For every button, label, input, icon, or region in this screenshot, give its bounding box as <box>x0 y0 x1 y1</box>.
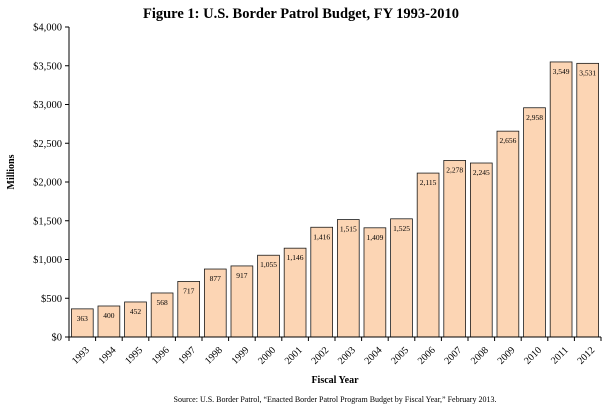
x-axis: 1993 1994 1995 1996 1997 1998 1999 2000 2001 2002… <box>68 336 602 367</box>
bar-value-label: 1,525 <box>393 224 410 233</box>
y-tick-label: $3,000 <box>33 100 62 111</box>
y-tick-label: $2,500 <box>33 139 62 150</box>
y-tick-label: $4,000 <box>33 23 62 34</box>
x-tick-label: 2006 <box>416 345 438 367</box>
bars-group: 363 400 452 568 717 877 917 1,055 1,146 1,416 1,51… <box>70 61 600 338</box>
x-tick-label: 2010 <box>522 345 544 367</box>
x-tick-label: 2001 <box>283 345 305 367</box>
y-tick-label: $2,000 <box>33 178 62 189</box>
x-tick-label: 1997 <box>176 345 198 367</box>
bar <box>496 130 520 338</box>
y-axis: $0 $500 $1,000 $1,500 $2,000 $2,500 $3,000 $3,5… <box>33 23 70 344</box>
x-tick-label: 2012 <box>575 345 597 367</box>
x-tick-label: 2011 <box>549 345 571 367</box>
x-tick-label: 2004 <box>363 345 385 367</box>
bar-value-label: 2,245 <box>473 168 490 177</box>
x-tick-label: 1996 <box>150 345 172 367</box>
x-tick-label: 1994 <box>97 345 119 367</box>
y-tick-label: $500 <box>41 294 62 305</box>
y-tick-label: $0 <box>52 333 63 344</box>
y-tick-label: $3,500 <box>33 61 62 72</box>
x-tick-label: 2007 <box>442 345 464 367</box>
x-tick-label: 1993 <box>70 345 92 367</box>
x-tick-label: 2000 <box>256 345 278 367</box>
x-tick-label: 2005 <box>389 345 411 367</box>
bar-value-label: 2,278 <box>446 165 463 174</box>
y-tick-label: $1,500 <box>33 216 62 227</box>
bar <box>310 226 334 338</box>
y-axis-label: Millions <box>6 154 17 189</box>
x-tick-label: 1998 <box>203 345 225 367</box>
bar <box>416 172 440 338</box>
bar-value-label: 917 <box>236 271 248 280</box>
bar <box>390 218 413 338</box>
bar-value-label: 3,549 <box>553 67 570 76</box>
x-axis-label: Fiscal Year <box>311 375 359 386</box>
bar <box>549 61 573 338</box>
bar <box>469 162 493 338</box>
bar <box>576 62 600 338</box>
x-tick-label: 1995 <box>123 345 145 367</box>
bar-value-label: 2,656 <box>499 136 516 145</box>
bar-value-label: 363 <box>77 314 89 323</box>
bar <box>443 160 467 338</box>
y-tick-label: $1,000 <box>33 255 62 266</box>
x-tick-label: 2009 <box>496 345 518 367</box>
bar <box>336 219 360 338</box>
x-tick-label: 2003 <box>336 345 358 367</box>
bar-value-label: 1,146 <box>287 253 304 262</box>
bar-value-label: 1,515 <box>340 225 357 234</box>
bar <box>523 107 546 338</box>
bar-value-label: 400 <box>103 311 115 320</box>
bar-value-label: 568 <box>156 298 168 307</box>
x-tick-label: 2008 <box>469 345 491 367</box>
bar-value-label: 1,055 <box>260 260 277 269</box>
bar-value-label: 3,531 <box>579 68 596 77</box>
bar-value-label: 1,409 <box>366 233 383 242</box>
bar-value-label: 452 <box>130 307 142 316</box>
x-tick-label: 2002 <box>309 345 331 367</box>
source-note: Source: U.S. Border Patrol, “Enacted Bor… <box>174 395 497 404</box>
bar-value-label: 2,958 <box>526 113 543 122</box>
chart-title: Figure 1: U.S. Border Patrol Budget, FY … <box>143 6 459 22</box>
bar-value-label: 717 <box>183 286 195 295</box>
bar <box>363 227 387 338</box>
bar-value-label: 2,115 <box>420 178 437 187</box>
bar-value-label: 1,416 <box>313 232 330 241</box>
bar-value-label: 877 <box>210 274 222 283</box>
x-tick-label: 1999 <box>230 345 252 367</box>
